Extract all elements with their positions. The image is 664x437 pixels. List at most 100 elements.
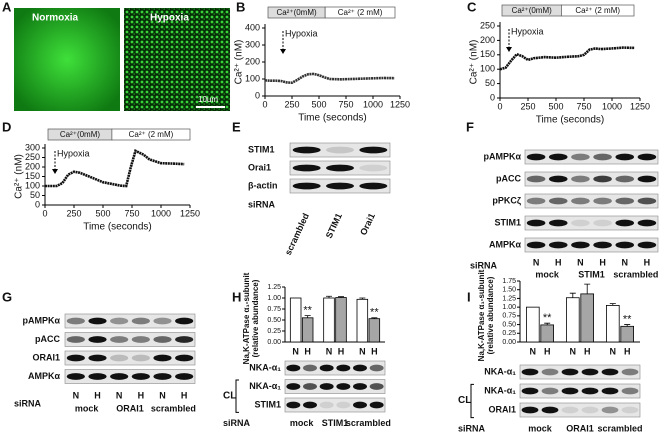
row-label: pAMPKα <box>483 151 521 161</box>
blot-band <box>153 317 172 325</box>
normoxia-image <box>14 8 120 111</box>
y-tick-label: 150 <box>480 49 495 59</box>
lane-label: scrambled <box>283 212 311 257</box>
lane-label: H <box>181 390 188 400</box>
blot-strip <box>519 383 641 399</box>
x-tick-label: 1250 <box>180 208 200 218</box>
blot-band <box>615 241 635 249</box>
row-label: Orai1 <box>248 162 271 172</box>
error-bar <box>326 295 332 298</box>
y-tick-label: 300 <box>245 39 260 49</box>
condition-box <box>561 4 635 17</box>
bar <box>335 297 347 343</box>
x-tick-label: 750 <box>124 208 139 218</box>
x-tick-label: N <box>570 346 577 356</box>
row-label: β-actin <box>248 180 278 190</box>
blot-band <box>292 146 321 154</box>
bar <box>540 324 554 343</box>
blot-band <box>637 219 657 227</box>
x-tick-label: H <box>584 346 591 356</box>
row-label: STIM1 <box>248 144 275 154</box>
panel-letter: D <box>2 119 11 134</box>
x-tick-label: N <box>359 346 366 356</box>
x-tick-label: 1250 <box>390 99 410 109</box>
x-tick-label: 0 <box>42 208 47 218</box>
significance: ** <box>543 312 552 324</box>
bar <box>580 293 594 343</box>
blot-band <box>303 383 317 390</box>
blot-band <box>621 387 639 395</box>
row-label: siRNA <box>248 199 276 209</box>
blot-band <box>353 383 367 390</box>
blot-band <box>326 182 354 190</box>
blot-band <box>175 317 194 325</box>
blot-band <box>621 406 639 414</box>
panel-letter: B <box>236 0 245 14</box>
y-tick-label: 0.00 <box>267 339 281 346</box>
blot-band <box>88 317 107 325</box>
y-tick-label: 1.50 <box>502 287 516 294</box>
y-tick-label: 1.75 <box>502 278 516 285</box>
annotation: Hypoxia <box>285 28 318 38</box>
y-tick-label: 0.00 <box>502 339 516 346</box>
x-tick-label: N <box>530 346 537 356</box>
blot-band <box>286 364 301 372</box>
panel-letter: A <box>2 0 12 14</box>
blot-band <box>110 354 129 362</box>
error-bar <box>338 296 344 298</box>
blot-band <box>66 336 85 343</box>
blot-band <box>336 383 351 390</box>
blot-band <box>369 383 384 390</box>
row-label: siRNA <box>14 398 42 408</box>
blot-band <box>66 317 85 325</box>
blot-band <box>621 368 639 376</box>
blot-band <box>571 219 590 227</box>
blot-band <box>303 364 317 372</box>
blot-strip <box>64 369 196 384</box>
annotation: Hypoxia <box>511 26 544 36</box>
x-tick-label: H <box>624 346 631 356</box>
group-label: ORAI1 <box>116 403 144 413</box>
blot-band <box>637 153 657 161</box>
x-tick-label: H <box>338 346 345 356</box>
blot-band <box>526 197 546 205</box>
row-label: NKA-α₁ <box>484 366 516 376</box>
annotation-arrowhead <box>280 49 286 54</box>
blot-strip <box>64 313 196 329</box>
group-label: scrambled <box>346 418 391 428</box>
y-tick-label: 150 <box>25 171 40 181</box>
blot-band <box>581 387 599 395</box>
x-tick-label: 750 <box>576 101 591 111</box>
y-tick-label: 1.00 <box>502 304 516 311</box>
blot-band <box>110 373 129 380</box>
panel-letter: C <box>467 0 477 14</box>
x-tick-label: 1250 <box>630 101 650 111</box>
blot-band <box>131 373 150 380</box>
blot-band <box>319 364 334 372</box>
scale-label: 10um <box>198 95 218 104</box>
y-tick-label: 0 <box>35 199 40 209</box>
y-tick-label: 0.25 <box>267 328 281 335</box>
y-tick-label: 0.75 <box>502 313 516 320</box>
blot-band <box>601 368 619 376</box>
lane-label: H <box>138 390 145 400</box>
lane-label: H <box>599 257 606 267</box>
bar <box>526 306 540 343</box>
blot-band <box>369 364 384 372</box>
row-label: pAMPKα <box>22 315 60 325</box>
blot-band <box>521 406 539 414</box>
blot-band <box>593 153 612 161</box>
blot-band <box>581 406 599 414</box>
y-axis-label: Na,K-ATPase α₁-subunit <box>477 269 486 361</box>
row-label: AMPKα <box>28 371 60 381</box>
condition-label: Ca²⁺ (2 mM) <box>338 8 383 17</box>
row-label: pACC <box>35 334 60 344</box>
blot-band <box>359 164 388 172</box>
error-bar <box>569 292 576 298</box>
panel-letter: F <box>466 119 474 134</box>
annotation-arrowhead <box>52 169 58 174</box>
blot-band <box>292 182 321 190</box>
blot-band <box>359 182 388 190</box>
y-tick-label: 100 <box>480 64 495 74</box>
blot-band <box>571 241 590 249</box>
